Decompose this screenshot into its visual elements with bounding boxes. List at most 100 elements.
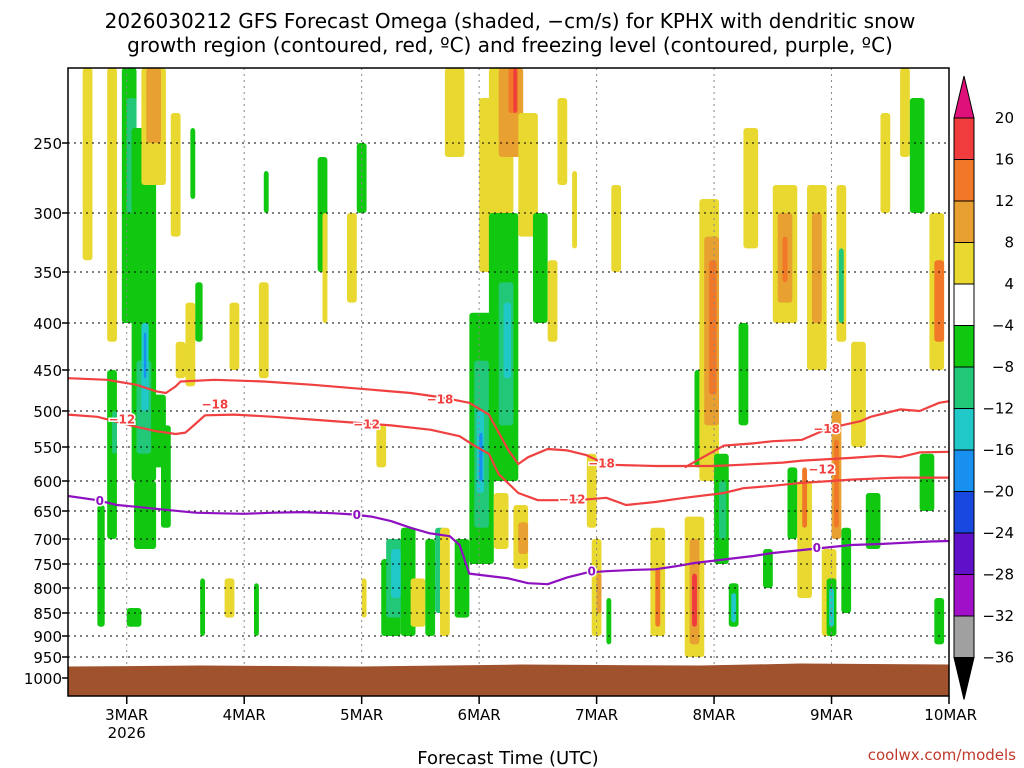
y-tick-label-850: 850 — [33, 605, 62, 623]
omega-cell-99 — [838, 248, 844, 323]
omega-cell-97 — [833, 439, 839, 528]
omega-cell-24 — [224, 578, 235, 618]
omega-cell-1 — [107, 68, 117, 342]
x-tick-label-6MAR: 6MAR — [458, 706, 501, 724]
contour-label-1: 0 — [353, 508, 361, 522]
omega-cell-62 — [557, 98, 568, 185]
omega-cell-9 — [134, 481, 157, 549]
omega-cell-20 — [190, 128, 196, 199]
colorbar-label-8: −16 — [982, 441, 1014, 459]
contour-line-2 — [68, 413, 949, 507]
colorbar-bin-4 — [953, 242, 975, 285]
colorbar-label-12: −32 — [982, 607, 1014, 625]
omega-cell-59 — [518, 522, 529, 554]
omega-cell-38 — [410, 578, 426, 627]
y-tick-label-500: 500 — [33, 403, 62, 421]
omega-cell-104 — [900, 68, 910, 157]
omega-cell-81 — [731, 593, 737, 623]
colorbar-label-4: 4 — [1004, 275, 1014, 293]
omega-cell-83 — [743, 128, 759, 249]
chart-title-line-1: 2026030212 GFS Forecast Omega (shaded, −… — [105, 9, 916, 33]
omega-cell-39 — [425, 539, 436, 636]
omega-cell-43 — [444, 68, 465, 157]
credit-text: coolwx.com/models — [868, 746, 1016, 764]
omega-cell-87 — [782, 236, 788, 283]
colorbar-bin-2 — [953, 159, 975, 202]
omega-cell-84 — [763, 549, 773, 588]
colorbar-bin-3 — [953, 200, 975, 243]
y-tick-label-800: 800 — [33, 580, 62, 598]
omega-cell-77 — [709, 260, 717, 395]
y-tick-label-1000: 1000 — [24, 670, 62, 688]
y-tick-label-550: 550 — [33, 439, 62, 457]
omega-cell-88 — [787, 467, 798, 539]
omega-cell-21 — [195, 282, 203, 342]
plot-frame — [67, 67, 950, 697]
omega-cell-106 — [919, 453, 935, 511]
omega-cell-102 — [865, 493, 881, 549]
omega-cell-16 — [160, 425, 171, 528]
omega-cell-55 — [513, 68, 517, 113]
colorbar-bin-7 — [953, 366, 975, 409]
contour-label-5: −12 — [353, 418, 380, 432]
x-tick-label-3MAR: 3MAR — [105, 706, 148, 724]
contour-label-4: −12 — [108, 413, 135, 427]
contour-label-0: 0 — [96, 494, 104, 508]
terrain-fill — [68, 663, 949, 696]
contour-line-3 — [68, 494, 949, 586]
colorbar-bin-12 — [953, 574, 975, 617]
colorbar-label-3: 8 — [1004, 234, 1014, 252]
colorbar-bin-5 — [953, 283, 975, 326]
contour-label-6: −12 — [559, 493, 586, 507]
omega-cell-0 — [82, 68, 93, 261]
omega-cell-36 — [391, 549, 401, 598]
omega-cell-61 — [547, 260, 558, 342]
omega-cell-17 — [170, 113, 181, 237]
x-tick-label-7MAR: 7MAR — [575, 706, 618, 724]
colorbar-label-0: 20 — [995, 109, 1014, 127]
terrain-layer — [68, 663, 949, 696]
colorbar: 20 16 12 8 4 −4 −8 −12 −16 −20 −24 −28 −32 −36 — [953, 75, 1014, 700]
colorbar-bin-10 — [953, 491, 975, 534]
omega-cell-2 — [97, 505, 105, 627]
y-tick-label-600: 600 — [33, 473, 62, 491]
omega-cell-92 — [811, 213, 822, 323]
omega-cell-57 — [493, 493, 509, 549]
contour-label-3: 0 — [813, 541, 821, 555]
colorbar-label-11: −28 — [982, 566, 1014, 584]
omega-cell-42 — [454, 539, 470, 618]
x-tick-sublabel-year: 2026 — [108, 724, 146, 742]
omega-cell-29 — [322, 213, 328, 323]
contour-label-11: −18 — [813, 422, 840, 436]
colorbar-label-9: −20 — [982, 483, 1014, 501]
omega-cell-25 — [253, 583, 259, 636]
omega-cell-51 — [503, 302, 511, 379]
colorbar-label-10: −24 — [982, 524, 1014, 542]
colorbar-bin-13 — [953, 615, 975, 658]
contour-line-0 — [68, 377, 949, 468]
colorbar-label-6: −8 — [992, 358, 1014, 376]
omega-cell-70 — [655, 568, 661, 627]
contour-label-8: −18 — [201, 397, 228, 411]
colorbar-bin-8 — [953, 408, 975, 451]
omega-cell-56 — [518, 113, 538, 237]
x-tick-label-9MAR: 9MAR — [810, 706, 853, 724]
colorbar-label-7: −12 — [982, 400, 1014, 418]
omega-cell-68 — [611, 185, 622, 272]
colorbar-bin-6 — [953, 325, 975, 368]
omega-cell-32 — [361, 578, 367, 618]
contour-label-9: −18 — [427, 393, 454, 407]
omega-cell-79 — [718, 481, 727, 539]
y-tick-label-250: 250 — [33, 135, 62, 153]
colorbar-bin-bottom — [953, 657, 975, 700]
omega-cell-27 — [263, 171, 269, 213]
omega-cell-33 — [376, 425, 387, 468]
omega-cell-18 — [175, 341, 186, 379]
x-tick-label-4MAR: 4MAR — [223, 706, 266, 724]
omega-cell-22 — [200, 578, 206, 636]
y-tick-label-700: 700 — [33, 531, 62, 549]
omega-cell-89 — [797, 481, 812, 598]
omega-cell-3 — [107, 370, 117, 539]
omega-cell-109 — [934, 598, 945, 645]
